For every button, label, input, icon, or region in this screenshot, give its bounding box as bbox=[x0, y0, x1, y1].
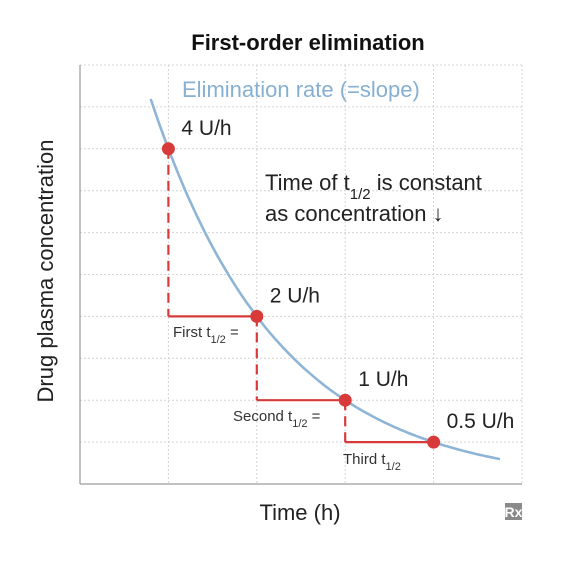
point-label: 2 U/h bbox=[270, 284, 320, 307]
svg-text:Second t1/2 =: Second t1/2 = bbox=[233, 408, 321, 430]
point-label: 4 U/h bbox=[181, 117, 231, 140]
elimination-curve bbox=[149, 98, 501, 461]
y-axis-label: Drug plasma concentration bbox=[33, 140, 58, 403]
svg-text:Third t1/2: Third t1/2 bbox=[343, 451, 401, 473]
note-line-1: Time of t1/2 is constant bbox=[265, 170, 482, 203]
note-line-2: as concentration ↓ bbox=[265, 201, 444, 226]
data-point bbox=[250, 309, 264, 323]
point-label: 1 U/h bbox=[358, 368, 408, 391]
svg-text:First t1/2 =: First t1/2 = bbox=[173, 324, 239, 346]
point-labels: 4 U/h 2 U/h 1 U/h 0.5 U/h bbox=[181, 117, 514, 433]
data-point bbox=[161, 142, 175, 156]
curve-label: Elimination rate (=slope) bbox=[182, 77, 420, 102]
rx-icon: Rx bbox=[505, 503, 523, 520]
data-points bbox=[161, 142, 441, 449]
step-label-second: Second t1/2 = bbox=[233, 408, 321, 430]
rx-badge-text: Rx bbox=[505, 504, 523, 520]
x-axis-label: Time (h) bbox=[259, 500, 340, 525]
point-label: 0.5 U/h bbox=[447, 410, 515, 433]
step-label-third: Third t1/2 bbox=[343, 451, 401, 473]
half-life-steps bbox=[167, 148, 434, 444]
chart-title: First-order elimination bbox=[191, 30, 424, 55]
grid bbox=[80, 64, 523, 484]
step-label-first: First t1/2 = bbox=[173, 324, 239, 346]
data-point bbox=[338, 393, 352, 407]
data-point bbox=[427, 435, 441, 449]
